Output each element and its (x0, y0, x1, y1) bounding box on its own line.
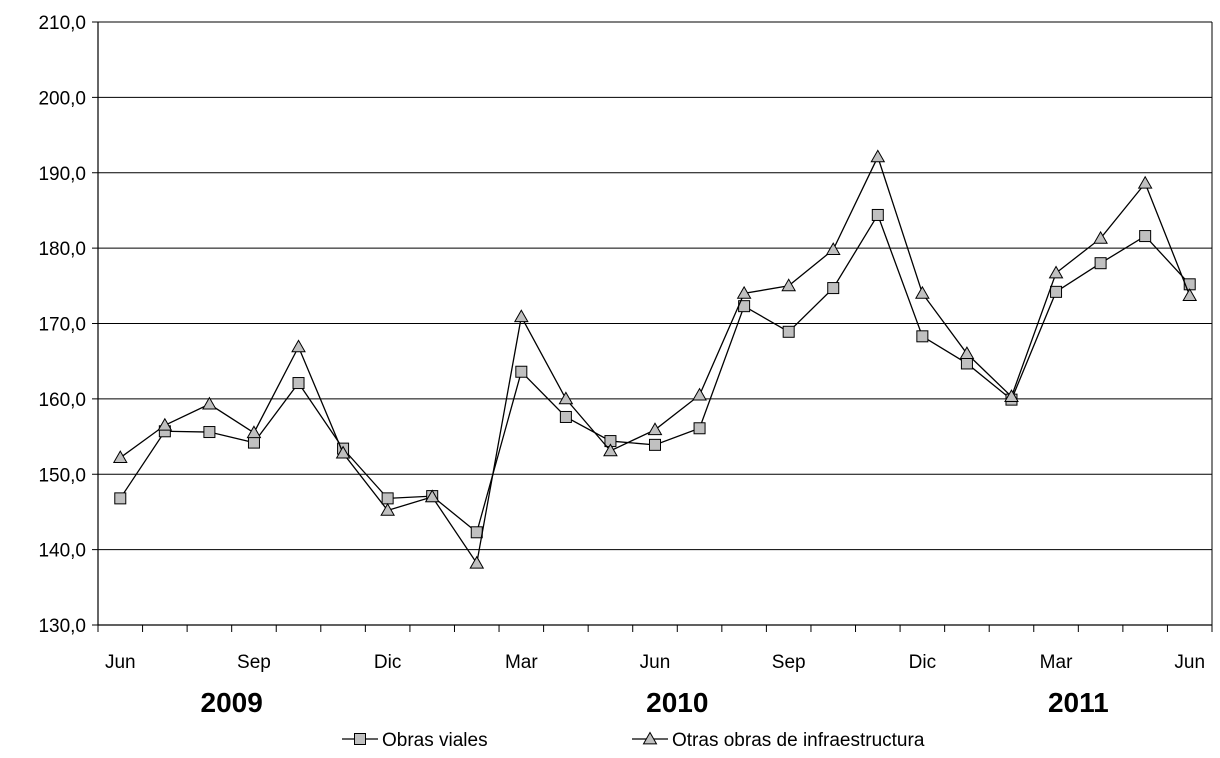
data-point-triangle (513, 309, 529, 323)
y-tick-label: 160,0 (38, 390, 86, 411)
gridlines (98, 21, 1212, 551)
data-point-square (381, 492, 394, 505)
series (112, 149, 1198, 569)
data-point-square (559, 410, 572, 423)
x-tick-label: Dic (374, 652, 401, 673)
legend: Obras viales Otras obras de infraestructu… (342, 730, 925, 751)
x-tick-label: Sep (772, 652, 806, 673)
data-point-triangle (291, 339, 306, 353)
data-point-square (515, 365, 528, 378)
legend-label: Obras viales (382, 730, 488, 751)
data-point-triangle (825, 242, 841, 256)
x-tick-label: Jun (640, 652, 671, 673)
year-labels: 2009 2010 2011 (201, 687, 1109, 718)
x-tick-label: Jun (105, 652, 136, 673)
y-tick-label: 150,0 (38, 465, 86, 486)
data-point-triangle (246, 425, 262, 439)
legend-marker-square (354, 733, 366, 745)
data-point-square (871, 208, 884, 221)
y-axis-tick-labels: 130,0 140,0 150,0 160,0 170,0 180,0 190,0 200,0… (38, 13, 86, 637)
data-point-square (292, 377, 305, 390)
data-point-triangle (1137, 175, 1153, 189)
data-point-square (649, 438, 661, 451)
data-point-square (1094, 257, 1107, 270)
legend-marker-triangle (642, 731, 658, 745)
data-point-triangle (380, 502, 396, 516)
y-tick-label: 170,0 (38, 315, 86, 336)
series-line (119, 213, 1191, 534)
data-point-triangle (202, 396, 217, 410)
data-point-triangle (1048, 265, 1064, 279)
data-point-triangle (469, 555, 485, 569)
legend-label: Otras obras de infraestructura (672, 730, 925, 751)
data-point-triangle (1182, 288, 1198, 301)
data-point-triangle (558, 391, 574, 405)
year-label: 2009 (201, 687, 263, 718)
y-tick-label: 140,0 (38, 541, 86, 562)
data-point-triangle (914, 285, 930, 299)
year-label: 2010 (646, 687, 708, 718)
series-obras-viales (114, 208, 1196, 539)
x-axis-tick-labels: Jun Sep Dic Mar Jun Sep Dic Mar Jun (105, 652, 1205, 673)
data-point-triangle (112, 450, 128, 464)
data-point-triangle (603, 443, 618, 457)
data-point-triangle (424, 489, 440, 503)
data-point-triangle (335, 445, 351, 459)
data-point-triangle (1093, 230, 1108, 244)
data-point-square (1139, 230, 1152, 243)
legend-item: Otras obras de infraestructura (632, 730, 925, 751)
data-point-square (960, 357, 973, 370)
data-point-square (203, 426, 216, 439)
axes (92, 21, 1213, 632)
y-tick-label: 180,0 (38, 239, 86, 260)
legend-item: Obras viales (342, 730, 488, 751)
data-point-triangle (959, 346, 975, 360)
y-tick-label: 210,0 (38, 13, 86, 34)
y-tick-label: 190,0 (38, 164, 86, 185)
data-point-square (1050, 285, 1063, 298)
data-point-square (916, 330, 929, 343)
data-point-triangle (647, 422, 663, 436)
data-point-square (470, 526, 483, 539)
data-point-triangle (781, 278, 797, 292)
data-point-triangle (1004, 389, 1019, 402)
data-point-triangle (692, 387, 707, 401)
x-tick-label: Mar (1040, 652, 1073, 673)
x-tick-label: Mar (505, 652, 538, 673)
x-tick-label: Sep (237, 652, 271, 673)
series-line (119, 155, 1191, 565)
y-tick-label: 130,0 (38, 616, 86, 637)
data-point-triangle (736, 285, 752, 299)
x-tick-label: Dic (909, 652, 936, 673)
series-otras-obras-de-infraestructura (112, 149, 1198, 569)
data-point-square (693, 422, 706, 435)
year-label: 2011 (1048, 687, 1109, 718)
data-point-square (782, 325, 795, 338)
data-point-triangle (157, 417, 173, 431)
data-point-square (827, 282, 840, 295)
x-tick-label: Jun (1174, 652, 1205, 673)
data-point-square (247, 436, 260, 449)
data-point-square (114, 492, 127, 505)
data-point-triangle (870, 149, 886, 163)
y-tick-label: 200,0 (38, 88, 86, 109)
